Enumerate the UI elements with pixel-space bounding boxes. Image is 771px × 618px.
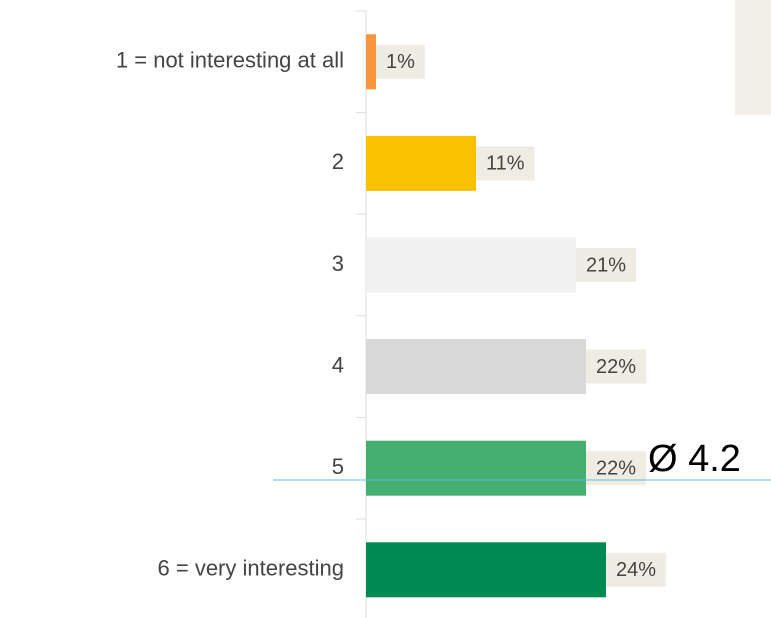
value-label-bg [576, 248, 637, 282]
bar [366, 339, 586, 395]
average-annotation: Ø 4.2 [648, 438, 741, 480]
bar [366, 237, 576, 293]
category-label: 4 [332, 352, 344, 377]
value-label-bg [606, 552, 667, 587]
value-label: 11% [486, 153, 525, 175]
value-label: 24% [616, 559, 656, 581]
category-label: 6 = very interesting [158, 556, 344, 581]
value-label: 1% [386, 51, 415, 73]
value-label-bg [476, 146, 535, 181]
bar [366, 542, 606, 598]
value-label: 22% [596, 356, 636, 378]
category-label: 3 [332, 251, 344, 276]
value-label-bg [376, 44, 425, 79]
value-label: 22% [596, 457, 636, 479]
category-label: 5 [332, 454, 344, 479]
legend-box [735, 0, 771, 115]
category-label: 1 = not interesting at all [116, 48, 344, 73]
value-label-bg [586, 349, 647, 384]
bar [366, 34, 376, 90]
value-label: 21% [586, 254, 626, 276]
category-label: 2 [332, 149, 344, 174]
bar [366, 135, 476, 191]
bar [366, 440, 586, 496]
